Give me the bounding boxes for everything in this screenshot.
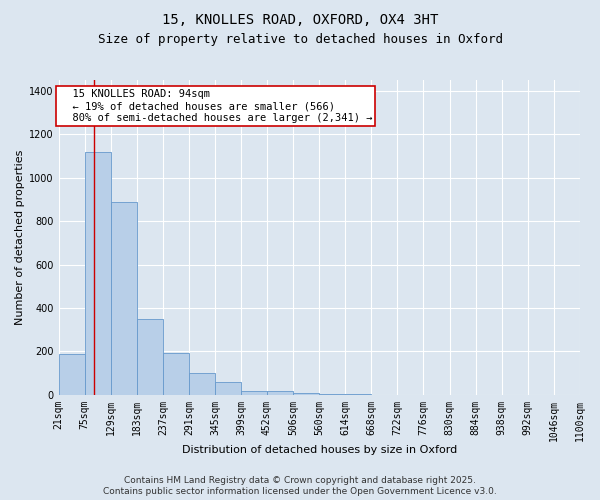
Text: 15 KNOLLES ROAD: 94sqm
  ← 19% of detached houses are smaller (566)
  80% of sem: 15 KNOLLES ROAD: 94sqm ← 19% of detached… — [59, 90, 372, 122]
Bar — [215, 382, 241, 395]
Bar — [163, 352, 189, 395]
Bar — [111, 202, 137, 395]
Y-axis label: Number of detached properties: Number of detached properties — [15, 150, 25, 325]
Bar — [189, 373, 215, 395]
Bar — [59, 354, 85, 395]
Bar — [267, 390, 293, 395]
Bar — [319, 394, 345, 395]
Text: Size of property relative to detached houses in Oxford: Size of property relative to detached ho… — [97, 32, 503, 46]
X-axis label: Distribution of detached houses by size in Oxford: Distribution of detached houses by size … — [182, 445, 457, 455]
Text: 15, KNOLLES ROAD, OXFORD, OX4 3HT: 15, KNOLLES ROAD, OXFORD, OX4 3HT — [162, 12, 438, 26]
Bar — [293, 392, 319, 395]
Bar — [241, 390, 267, 395]
Bar — [85, 152, 111, 395]
Text: Contains HM Land Registry data © Crown copyright and database right 2025.: Contains HM Land Registry data © Crown c… — [124, 476, 476, 485]
Bar — [137, 319, 163, 395]
Text: Contains public sector information licensed under the Open Government Licence v3: Contains public sector information licen… — [103, 487, 497, 496]
